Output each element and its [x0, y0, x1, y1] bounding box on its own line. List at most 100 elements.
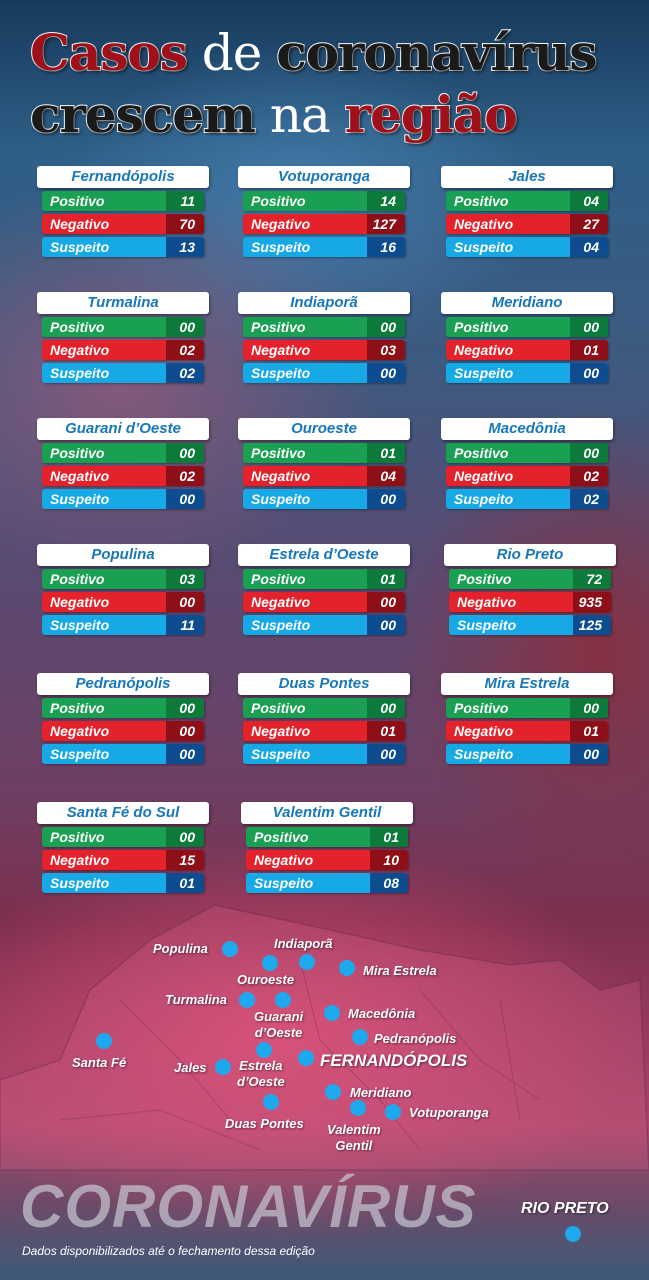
positivo-count: 11 [166, 191, 204, 211]
suspeito-count: 125 [573, 615, 611, 635]
brand-title: CORONAVÍRUS [20, 1173, 477, 1240]
map-label: Estrela d’Oeste [237, 1058, 285, 1089]
suspeito-label: Suspeito [457, 617, 517, 633]
suspeito-row: Suspeito 125 [449, 615, 611, 635]
suspeito-row: Suspeito 00 [42, 489, 204, 509]
positivo-row: Positivo 72 [449, 569, 611, 589]
positivo-label: Positivo [251, 319, 306, 335]
positivo-label: Positivo [50, 319, 105, 335]
negativo-count: 00 [166, 592, 204, 612]
positivo-count: 72 [573, 569, 611, 589]
map-label: Valentim Gentil [327, 1122, 381, 1153]
suspeito-row: Suspeito 16 [243, 237, 405, 257]
negativo-count: 04 [367, 466, 405, 486]
positivo-label: Positivo [50, 193, 105, 209]
suspeito-row: Suspeito 00 [243, 744, 405, 764]
negativo-label: Negativo [50, 216, 110, 232]
positivo-label: Positivo [254, 829, 309, 845]
positivo-label: Positivo [251, 445, 306, 461]
suspeito-row: Suspeito 00 [446, 744, 608, 764]
city-name: Santa Fé do Sul [37, 802, 209, 824]
negativo-label: Negativo [251, 594, 311, 610]
map-marker-pedranopolis [352, 1029, 368, 1045]
negativo-row: Negativo 02 [42, 466, 204, 486]
positivo-label: Positivo [251, 193, 306, 209]
map-label: Guarani d’Oeste [254, 1009, 304, 1040]
headline-word: na [269, 86, 331, 144]
negativo-row: Negativo 03 [243, 340, 405, 360]
positivo-count: 00 [570, 317, 608, 337]
map-marker-indiapora [299, 954, 315, 970]
negativo-label: Negativo [251, 723, 311, 739]
map-marker-duas-pontes [263, 1094, 279, 1110]
suspeito-count: 00 [367, 744, 405, 764]
negativo-label: Negativo [50, 342, 110, 358]
negativo-count: 03 [367, 340, 405, 360]
map-label: Macedônia [348, 1006, 416, 1021]
city-name: Populina [37, 544, 209, 566]
map-label: Turmalina [165, 992, 227, 1007]
negativo-row: Negativo 70 [42, 214, 204, 234]
map-label: Votuporanga [409, 1105, 489, 1120]
headline-word: coronavírus [275, 23, 598, 82]
city-name: Meridiano [441, 292, 613, 314]
map-marker-ouroeste [262, 955, 278, 971]
negativo-row: Negativo 27 [446, 214, 608, 234]
suspeito-label: Suspeito [50, 365, 110, 381]
positivo-row: Positivo 00 [42, 317, 204, 337]
city-card: Populina Positivo 03 Negativo 00 Suspeito 11 [37, 544, 209, 635]
city-card: Votuporanga Positivo 14 Negativo 127 Suspeito… [238, 166, 410, 257]
negativo-row: Negativo 01 [243, 721, 405, 741]
positivo-label: Positivo [50, 445, 105, 461]
suspeito-label: Suspeito [454, 491, 514, 507]
suspeito-count: 00 [570, 363, 608, 383]
headline-word: Casos [29, 23, 189, 82]
positivo-row: Positivo 00 [446, 443, 608, 463]
negativo-count: 02 [570, 466, 608, 486]
map-label: Populina [153, 941, 208, 956]
negativo-row: Negativo 15 [42, 850, 204, 870]
negativo-row: Negativo 04 [243, 466, 405, 486]
negativo-count: 02 [166, 340, 204, 360]
map-marker-santa-fe [96, 1033, 112, 1049]
positivo-row: Positivo 01 [243, 443, 405, 463]
headline-line-1: Casos de coronavírus [29, 27, 598, 79]
suspeito-label: Suspeito [50, 617, 110, 633]
city-card: Ouroeste Positivo 01 Negativo 04 Suspeito 00 [238, 418, 410, 509]
suspeito-count: 00 [367, 615, 405, 635]
positivo-count: 00 [166, 698, 204, 718]
positivo-row: Positivo 00 [42, 827, 204, 847]
positivo-label: Positivo [251, 571, 306, 587]
city-name: Rio Preto [444, 544, 616, 566]
negativo-count: 935 [573, 592, 611, 612]
headline-line-2: crescem na região [29, 89, 519, 141]
map-marker-jales [215, 1059, 231, 1075]
positivo-count: 01 [370, 827, 408, 847]
negativo-row: Negativo 127 [243, 214, 405, 234]
suspeito-count: 00 [367, 363, 405, 383]
suspeito-count: 13 [166, 237, 204, 257]
city-name: Fernandópolis [37, 166, 209, 188]
suspeito-count: 01 [166, 873, 204, 893]
map-marker-fernandopolis [298, 1050, 314, 1066]
suspeito-label: Suspeito [50, 239, 110, 255]
negativo-count: 00 [367, 592, 405, 612]
city-name: Mira Estrela [441, 673, 613, 695]
suspeito-row: Suspeito 02 [446, 489, 608, 509]
suspeito-row: Suspeito 00 [243, 363, 405, 383]
positivo-count: 00 [367, 698, 405, 718]
suspeito-count: 16 [367, 237, 405, 257]
positivo-row: Positivo 11 [42, 191, 204, 211]
negativo-label: Negativo [454, 342, 514, 358]
suspeito-count: 00 [570, 744, 608, 764]
negativo-row: Negativo 01 [446, 340, 608, 360]
suspeito-label: Suspeito [454, 239, 514, 255]
negativo-label: Negativo [454, 216, 514, 232]
negativo-row: Negativo 935 [449, 592, 611, 612]
map-label: Duas Pontes [225, 1116, 304, 1131]
suspeito-label: Suspeito [50, 875, 110, 891]
negativo-row: Negativo 02 [42, 340, 204, 360]
suspeito-label: Suspeito [50, 746, 110, 762]
